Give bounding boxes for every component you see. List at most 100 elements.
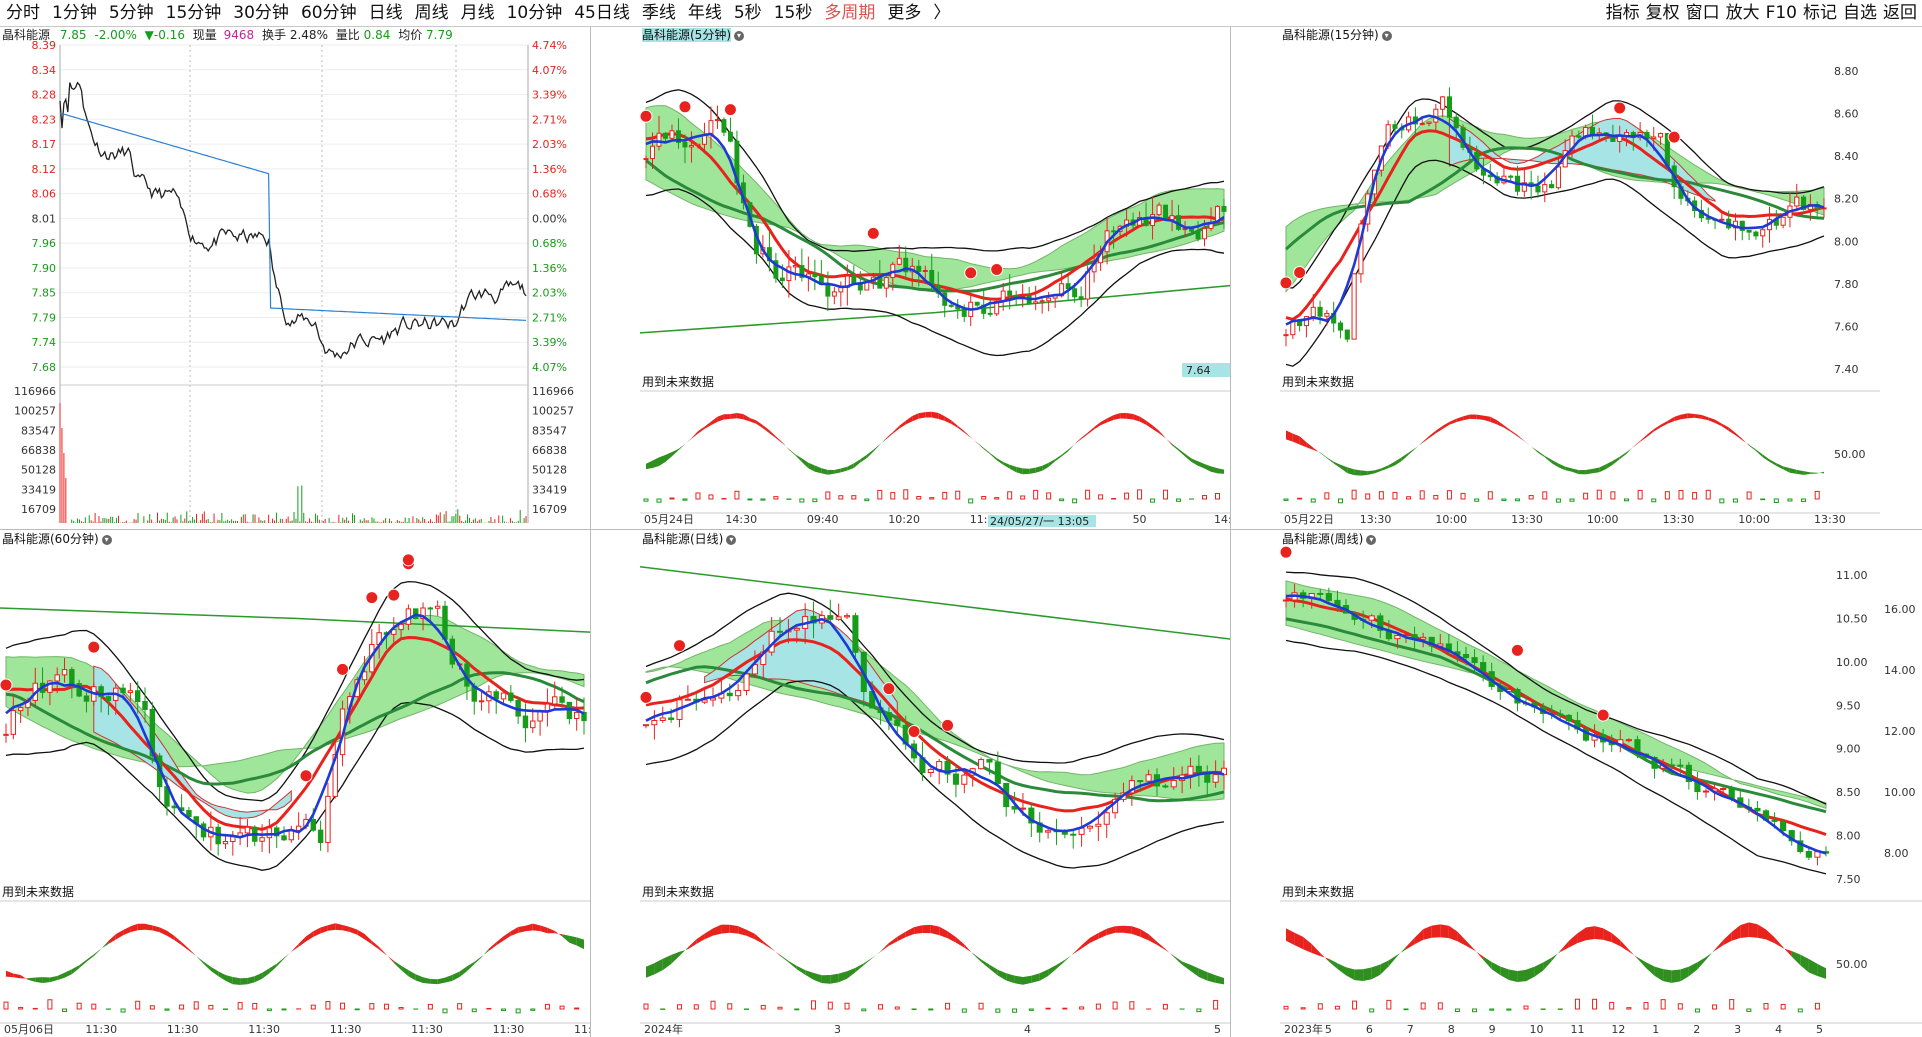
period-tab-11[interactable]: 季线 <box>641 3 676 23</box>
panel-title-15min[interactable]: 晶科能源(15分钟) ▾ <box>1282 27 1392 43</box>
osc-bar <box>693 1004 699 1010</box>
period-tab-7[interactable]: 周线 <box>414 3 449 23</box>
tool-0[interactable]: 指标 <box>1605 3 1640 23</box>
candle <box>1150 214 1156 227</box>
settings-icon[interactable]: ▾ <box>734 30 744 41</box>
tool-6[interactable]: 自选 <box>1843 3 1877 23</box>
osc-ribbon <box>1731 925 1741 941</box>
period-tab-6[interactable]: 日线 <box>368 3 403 23</box>
osc-ribbon <box>269 963 277 974</box>
osc-ribbon <box>1148 934 1157 945</box>
osc-ribbon <box>525 923 533 932</box>
signal-sell-icon <box>336 662 350 676</box>
period-tab-13[interactable]: 5秒 <box>733 3 762 23</box>
chart-60min[interactable]: 05月06日 11:30 11:30 11:30 11:30 11:30 11:30 11:3… <box>0 531 590 1037</box>
panel-title-5min[interactable]: 晶科能源(5分钟) ▾ <box>642 27 744 43</box>
period-tab-4[interactable]: 30分钟 <box>233 3 289 23</box>
osc-ribbon <box>1466 940 1475 951</box>
more-arrow-icon[interactable]: 〉 <box>933 3 951 23</box>
candle <box>1576 135 1582 138</box>
osc-ribbon <box>225 975 233 985</box>
osc-ribbon <box>79 959 87 969</box>
candle <box>1078 296 1084 300</box>
osc-ribbon <box>1742 438 1750 446</box>
panel-daily[interactable]: 8.808.608.408.208.007.807.607.4050.00202… <box>640 531 1230 1037</box>
candle <box>987 312 993 315</box>
signal-sell-icon <box>866 226 880 240</box>
period-tab-0[interactable]: 分时 <box>6 3 40 23</box>
osc-ribbon <box>808 462 815 472</box>
osc-ribbon <box>704 928 713 940</box>
tool-1[interactable]: 复权 <box>1645 3 1680 23</box>
period-tab-9[interactable]: 10分钟 <box>506 3 563 23</box>
period-tab-12[interactable]: 年线 <box>687 3 722 23</box>
chart-5min[interactable]: 05月24日14:3009:4010:2011:0013:055014:3024… <box>640 27 1230 527</box>
panel-60min[interactable]: 05月06日 11:30 11:30 11:30 11:30 11:30 11:30 11:3… <box>0 531 590 1037</box>
panel-title-weekly[interactable]: 晶科能源(周线) ▾ <box>1282 531 1377 547</box>
panel-title-60min[interactable]: 晶科能源(60分钟) ▾ <box>2 531 112 547</box>
tool-7[interactable]: 返回 <box>1883 3 1917 23</box>
osc-bar <box>643 1003 649 1010</box>
x-tick-label: 5 <box>1816 1023 1823 1036</box>
period-tab-15[interactable]: 多周期 <box>824 3 876 23</box>
period-tab-16[interactable]: 更多 <box>887 3 922 23</box>
settings-icon[interactable]: ▾ <box>726 534 737 545</box>
period-tab-3[interactable]: 15分钟 <box>165 3 222 23</box>
osc-ribbon <box>49 976 58 983</box>
y-tick-label: 8.60 <box>1834 108 1859 121</box>
panel-weekly[interactable]: 11.00 10.50 10.00 9.50 9.00 8.50 8.00 7.50 16.00… <box>1280 531 1922 1037</box>
osc-ribbon <box>723 414 731 420</box>
period-tab-1[interactable]: 1分钟 <box>52 3 97 23</box>
osc-bar <box>827 1001 833 1010</box>
tool-4[interactable]: F10 <box>1765 3 1797 23</box>
period-tab-10[interactable]: 45日线 <box>574 3 630 23</box>
osc-ribbon <box>1172 443 1179 451</box>
price-tick-label: 8.34 <box>32 64 57 77</box>
pct-tick-label: 3.39% <box>532 89 567 102</box>
settings-icon[interactable]: ▾ <box>1381 30 1392 41</box>
osc-ribbon <box>1442 421 1450 429</box>
panel-5min[interactable]: 05月24日14:3009:4010:2011:0013:055014:3024… <box>640 27 1230 527</box>
panel-15min[interactable]: 8.80 8.60 8.40 8.20 8.00 7.80 7.60 7.40 50.00 05月… <box>1280 27 1880 527</box>
x-tick-label: 13:30 <box>1663 513 1695 526</box>
settings-icon[interactable]: ▾ <box>101 534 112 545</box>
signal-sell-icon <box>0 678 13 692</box>
avg-price-label: 均价 <box>398 28 423 42</box>
y-tick-label: 11.00 <box>1836 569 1868 582</box>
candle <box>779 277 785 282</box>
tool-5[interactable]: 标记 <box>1803 3 1837 23</box>
candle <box>83 695 90 702</box>
tool-3[interactable]: 放大 <box>1725 3 1760 23</box>
chart-daily[interactable]: 8.808.608.408.208.007.807.607.4050.00202… <box>640 531 1230 1037</box>
candle <box>1317 592 1324 595</box>
osc-ribbon <box>1497 420 1504 428</box>
osc-ribbon <box>1140 929 1149 941</box>
osc-bar <box>1814 1002 1820 1010</box>
tool-2[interactable]: 窗口 <box>1685 3 1720 23</box>
osc-bar <box>682 498 688 501</box>
osc-bar <box>1746 491 1752 500</box>
osc-ribbon <box>6 970 14 978</box>
candle <box>222 840 229 845</box>
settings-icon[interactable]: ▾ <box>1366 534 1377 545</box>
period-tab-14[interactable]: 15秒 <box>773 3 813 23</box>
period-tab-8[interactable]: 月线 <box>460 3 495 23</box>
intraday-panel[interactable]: 晶科能源 7.85 -2.00% ▼-0.16 现量 9468 换手 2.48%… <box>0 27 590 527</box>
osc-ribbon <box>1215 975 1224 985</box>
cursor-time-box <box>988 515 1096 527</box>
osc-ribbon <box>821 468 828 475</box>
osc-ribbon <box>430 979 438 985</box>
chart-15min[interactable]: 8.80 8.60 8.40 8.20 8.00 7.80 7.60 7.40 50.00 05月… <box>1280 27 1880 527</box>
osc-bar <box>878 1004 884 1010</box>
osc-ribbon <box>1408 448 1416 455</box>
candle <box>142 701 148 710</box>
period-tab-2[interactable]: 5分钟 <box>108 3 154 23</box>
osc-ribbon <box>547 927 555 934</box>
period-tab-5[interactable]: 60分钟 <box>300 3 357 23</box>
panel-title-daily[interactable]: 晶科能源(日线) ▾ <box>642 531 737 547</box>
osc-ribbon <box>1367 470 1375 475</box>
candle <box>1542 184 1548 193</box>
chart-weekly[interactable]: 11.00 10.50 10.00 9.50 9.00 8.50 8.00 7.50 16.00… <box>1280 531 1922 1037</box>
intraday-chart[interactable]: 8.39 4.74% 8.34 4.07% 8.28 3.39% 8.23 2.71% 8.17… <box>0 27 590 527</box>
candle <box>1344 329 1350 340</box>
